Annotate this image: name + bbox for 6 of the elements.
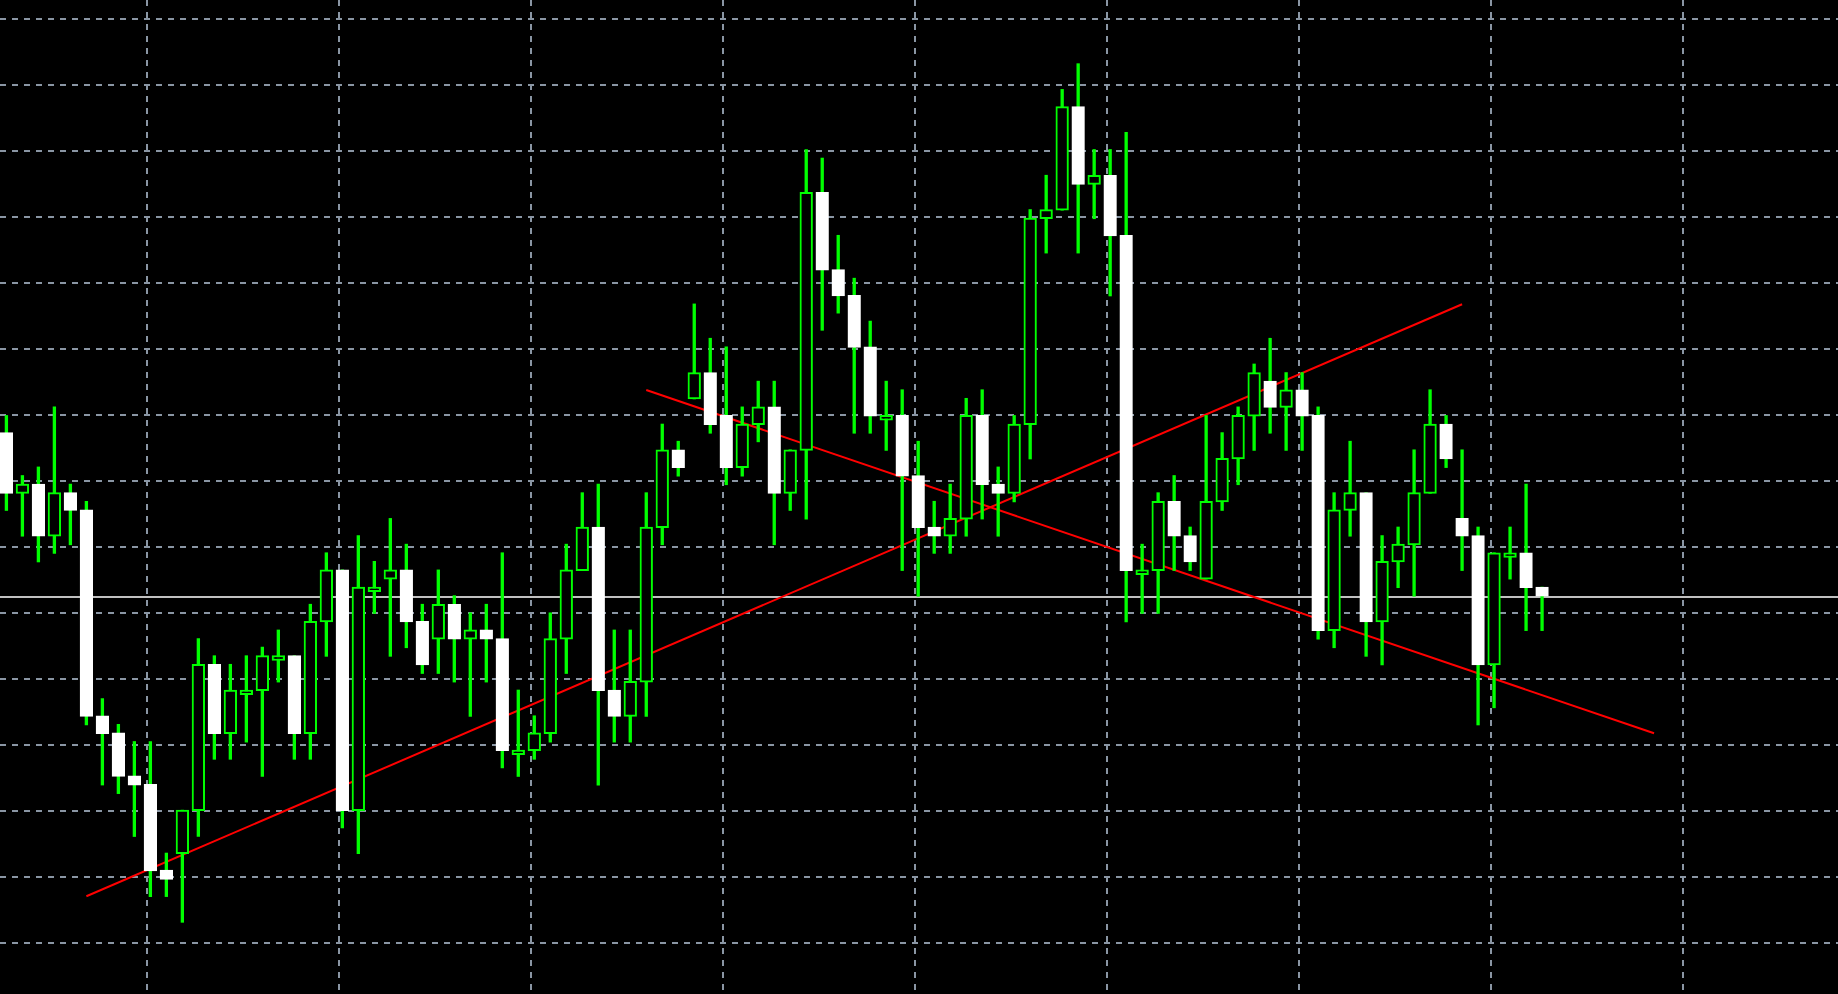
candlestick <box>1535 586 1549 631</box>
candlestick <box>1455 449 1469 571</box>
candlestick <box>1343 440 1357 537</box>
candlestick <box>1519 483 1533 631</box>
candlestick <box>1279 372 1293 451</box>
candlestick <box>1503 526 1517 580</box>
